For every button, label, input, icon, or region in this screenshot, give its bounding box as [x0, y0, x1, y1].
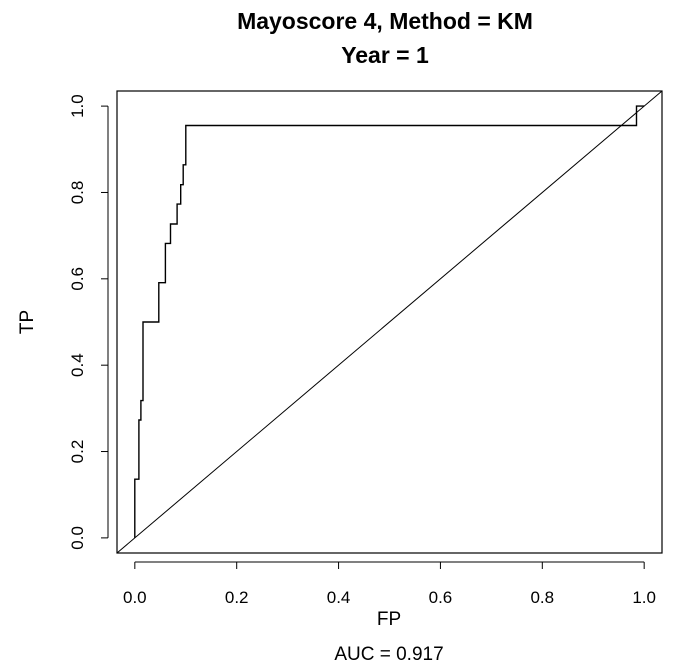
y-axis: 0.0 0.2 0.4 0.6 0.8 1.0 — [68, 94, 109, 550]
y-tick-label: 0.8 — [68, 181, 87, 205]
y-axis-label: TP — [17, 310, 38, 334]
x-tick-label: 0.0 — [123, 588, 147, 607]
reference-diagonal-line — [116, 90, 663, 554]
x-tick-label: 1.0 — [632, 588, 656, 607]
y-tick-label: 0.6 — [68, 267, 87, 291]
roc-curve-line — [134, 105, 645, 538]
chart-title: Mayoscore 4, Method = KM — [237, 8, 533, 34]
y-tick-label: 1.0 — [68, 94, 87, 118]
x-tick-label: 0.8 — [530, 588, 554, 607]
x-axis-label: FP — [377, 609, 401, 630]
y-tick-label: 0.2 — [68, 440, 87, 464]
x-axis: 0.0 0.2 0.4 0.6 0.8 1.0 — [123, 561, 656, 607]
auc-label: AUC = 0.917 — [334, 644, 443, 665]
x-tick-label: 0.6 — [429, 588, 453, 607]
x-tick-label: 0.2 — [225, 588, 249, 607]
y-tick-label: 0.0 — [68, 526, 87, 550]
x-tick-label: 0.4 — [327, 588, 351, 607]
chart-subtitle: Year = 1 — [341, 42, 429, 68]
y-tick-label: 0.4 — [68, 353, 87, 377]
plot-frame — [116, 90, 663, 554]
